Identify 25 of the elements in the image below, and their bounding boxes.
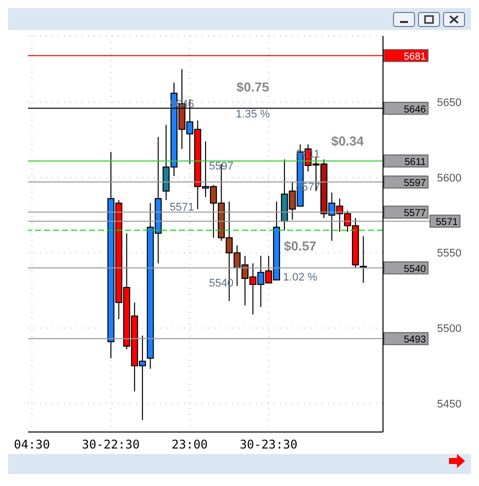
ref-line-label: 5646 (404, 104, 426, 116)
annotation: 5611 (296, 148, 320, 160)
annotation: 1.35 % (236, 108, 270, 121)
ref-line-label: 5571 (436, 217, 458, 228)
annotation: 5571 (170, 202, 194, 214)
annotation: $0.34 (331, 133, 364, 148)
annotation: $0.75 (236, 80, 270, 95)
ref-line-label: 5611 (404, 156, 426, 168)
annotation: $0.57 (284, 238, 316, 254)
annotation: 5646 (170, 98, 194, 111)
x-tick-label: 30-22:30 (82, 438, 140, 452)
y-tick-label: 5600 (437, 172, 462, 184)
y-tick-label: 5450 (437, 398, 462, 410)
ref-line-label: 5577 (404, 208, 426, 220)
y-tick-label: 5650 (437, 97, 462, 110)
x-tick-label: 30-23:30 (240, 438, 298, 452)
y-tick-label: 5550 (437, 248, 462, 260)
ref-line-label: 5540 (404, 264, 426, 275)
x-tick-label: 04:30 (14, 438, 50, 452)
annotation: 1.02 % (283, 271, 318, 284)
x-tick-label: 23:00 (172, 438, 208, 452)
ref-line-label: 5597 (404, 178, 426, 190)
ref-line-label: 5493 (404, 334, 426, 346)
y-tick-label: 5500 (437, 323, 462, 336)
ref-line-label: 5681 (404, 52, 426, 63)
